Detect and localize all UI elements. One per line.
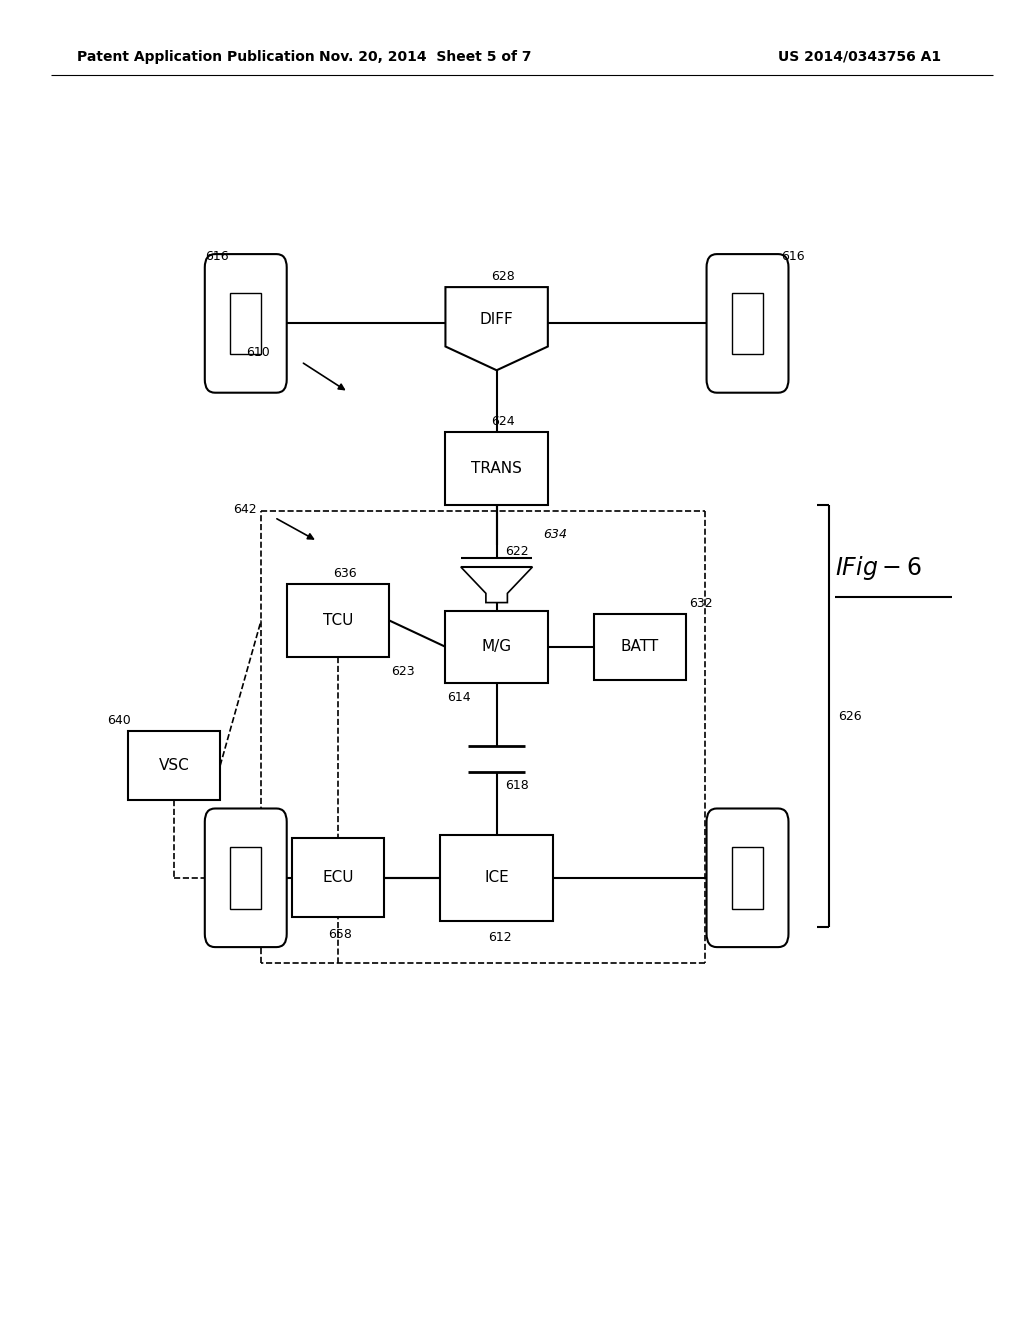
Text: BATT: BATT — [621, 639, 659, 655]
Text: 623: 623 — [391, 665, 415, 678]
Text: 616: 616 — [205, 251, 228, 263]
Text: $\it{IFig-6}$: $\it{IFig-6}$ — [835, 553, 922, 582]
Text: TRANS: TRANS — [471, 461, 522, 477]
Text: M/G: M/G — [481, 639, 512, 655]
Text: ECU: ECU — [323, 870, 353, 886]
Bar — [594, 614, 686, 680]
FancyBboxPatch shape — [205, 808, 287, 948]
Bar — [445, 433, 548, 504]
Text: ICE: ICE — [484, 870, 509, 886]
Text: 640: 640 — [108, 714, 131, 727]
Text: 632: 632 — [689, 597, 713, 610]
Bar — [732, 293, 763, 354]
Text: TCU: TCU — [323, 612, 353, 628]
Text: DIFF: DIFF — [480, 312, 513, 327]
Text: 614: 614 — [447, 692, 471, 705]
FancyBboxPatch shape — [707, 253, 788, 393]
Text: 610: 610 — [246, 346, 269, 359]
Text: 612: 612 — [488, 932, 512, 945]
Bar — [128, 731, 220, 800]
Text: 634: 634 — [543, 528, 566, 541]
Text: 624: 624 — [492, 416, 515, 428]
FancyBboxPatch shape — [205, 253, 287, 393]
Text: 636: 636 — [333, 568, 356, 581]
Text: 618: 618 — [505, 779, 528, 792]
FancyBboxPatch shape — [707, 808, 788, 948]
Text: VSC: VSC — [159, 758, 189, 774]
Polygon shape — [445, 288, 548, 370]
Text: 642: 642 — [233, 503, 257, 516]
Bar — [440, 836, 553, 921]
Text: 622: 622 — [505, 545, 528, 557]
Bar — [230, 293, 261, 354]
Bar — [292, 838, 384, 917]
Text: 658: 658 — [328, 928, 351, 941]
Text: 626: 626 — [838, 710, 861, 722]
Bar — [732, 847, 763, 908]
Bar — [445, 610, 548, 684]
Text: Nov. 20, 2014  Sheet 5 of 7: Nov. 20, 2014 Sheet 5 of 7 — [318, 50, 531, 63]
Bar — [287, 583, 389, 656]
Text: Patent Application Publication: Patent Application Publication — [77, 50, 314, 63]
Bar — [230, 847, 261, 908]
Text: US 2014/0343756 A1: US 2014/0343756 A1 — [778, 50, 941, 63]
Text: 628: 628 — [492, 271, 515, 284]
Text: 616: 616 — [781, 251, 805, 263]
